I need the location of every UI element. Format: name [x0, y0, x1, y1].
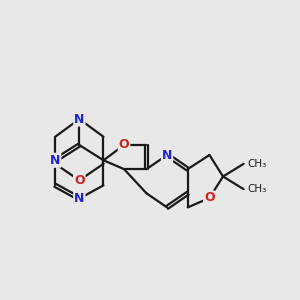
- Text: N: N: [74, 112, 85, 126]
- Text: O: O: [74, 174, 85, 187]
- Text: N: N: [50, 154, 60, 167]
- Text: CH₃: CH₃: [247, 184, 266, 194]
- Text: N: N: [74, 192, 85, 205]
- Text: O: O: [204, 191, 215, 205]
- Text: N: N: [162, 148, 172, 161]
- Text: O: O: [119, 139, 129, 152]
- Text: CH₃: CH₃: [247, 159, 266, 169]
